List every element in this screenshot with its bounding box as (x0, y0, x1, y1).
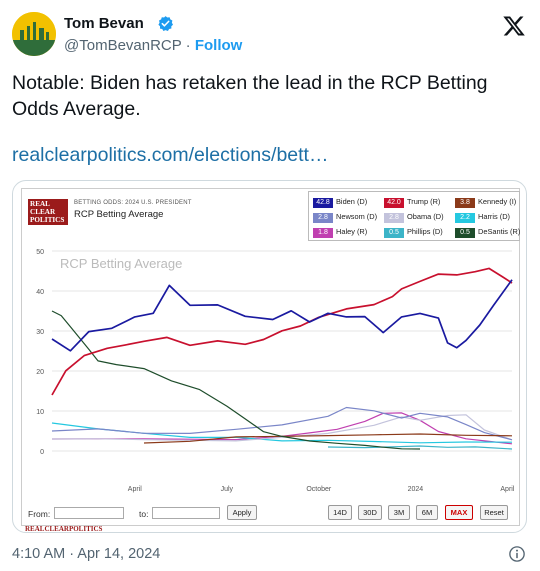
legend-value: 0.5 (455, 228, 475, 238)
x-tick-label: April (500, 486, 514, 493)
y-tick-label: 10 (36, 409, 44, 416)
series-line-phillips[interactable] (327, 445, 513, 450)
handle-row: @TomBevanRCP · Follow (64, 37, 242, 54)
line-chart: 0 10 20 30 40 50 RCP Betting Average April July O… (36, 249, 515, 493)
to-label: to: (139, 509, 149, 519)
legend-label: Trump (R) (407, 197, 441, 206)
y-tick-label: 30 (36, 329, 44, 336)
legend-value: 42.0 (384, 198, 404, 208)
legend-value: 2.8 (313, 213, 333, 223)
tweet-header: Tom Bevan @TomBevanRCP · Follow (12, 12, 528, 58)
tweet-timestamp[interactable]: 4:10 AM · Apr 14, 2024 (12, 546, 161, 562)
series-line-haley[interactable] (51, 412, 513, 445)
legend-label: DeSantis (R) (478, 227, 521, 236)
avatar[interactable] (12, 12, 56, 56)
follow-button[interactable]: Follow (194, 37, 243, 54)
apply-button[interactable]: Apply (227, 505, 257, 520)
legend-value: 1.8 (313, 228, 333, 238)
plot-area: 0 10 20 30 40 50 RCP Betting Average April July O… (22, 241, 519, 496)
y-tick-label: 0 (40, 449, 44, 456)
legend-item[interactable]: 2.8 Obama (D) (384, 212, 444, 223)
legend-value: 2.2 (455, 213, 475, 223)
x-logo-icon[interactable] (502, 14, 526, 38)
series-line-kennedy[interactable] (143, 433, 513, 444)
separator: · (185, 37, 191, 54)
from-label: From: (28, 509, 51, 519)
chart-legend: 42.8 Biden (D) 42.0 Trump (R) 3.8 Kennedy (I)… (308, 191, 520, 241)
legend-value: 3.8 (455, 198, 475, 208)
tweet-link[interactable]: realclearpolitics.com/elections/bett… (12, 144, 329, 166)
y-tick-label: 50 (36, 249, 44, 256)
series-line-trump[interactable] (51, 267, 513, 396)
chart-watermark-title: RCP Betting Average (60, 256, 182, 271)
author-name[interactable]: Tom Bevan (64, 15, 144, 32)
legend-item[interactable]: 0.5 Phillips (D) (384, 227, 443, 238)
chart-title: RCP Betting Average (74, 209, 164, 220)
legend-item[interactable]: 42.0 Trump (R) (384, 197, 440, 208)
range-3m-button[interactable]: 3M (388, 505, 410, 520)
media-card[interactable]: REAL CLEAR POLITICS BETTING ODDS: 2024 U… (12, 180, 527, 533)
y-tick-label: 20 (36, 369, 44, 376)
legend-value: 2.8 (384, 213, 404, 223)
x-tick-label: July (221, 486, 234, 493)
series-line-newsom[interactable] (51, 406, 513, 441)
x-tick-label: April (128, 486, 142, 493)
to-date-input[interactable] (152, 507, 220, 519)
legend-item[interactable]: 2.2 Harris (D) (455, 212, 510, 223)
legend-item[interactable]: 1.8 Haley (R) (313, 227, 367, 238)
tweet-text: Notable: Biden has retaken the lead in t… (12, 72, 488, 120)
chart-subtitle: BETTING ODDS: 2024 U.S. PRESIDENT (74, 200, 192, 206)
x-tick-label: October (306, 486, 332, 493)
x-tick-label: 2024 (408, 486, 424, 493)
y-tick-label: 40 (36, 289, 44, 296)
series-line-obama[interactable] (51, 414, 513, 442)
legend-label: Haley (R) (336, 227, 368, 236)
legend-label: Kennedy (I) (478, 197, 517, 206)
range-30d-button[interactable]: 30D (358, 505, 382, 520)
series-line-biden[interactable] (51, 279, 513, 352)
author-handle[interactable]: @TomBevanRCP (64, 37, 182, 54)
legend-item[interactable]: 3.8 Kennedy (I) (455, 197, 516, 208)
legend-item[interactable]: 2.8 Newsom (D) (313, 212, 377, 223)
info-icon[interactable] (508, 545, 526, 563)
from-date-input[interactable] (54, 507, 124, 519)
range-14d-button[interactable]: 14D (328, 505, 352, 520)
range-6m-button[interactable]: 6M (416, 505, 438, 520)
legend-value: 42.8 (313, 198, 333, 208)
series-line-desantis[interactable] (51, 310, 421, 450)
legend-value: 0.5 (384, 228, 404, 238)
reset-button[interactable]: Reset (480, 505, 508, 520)
rcp-footer-logo: REALCLEARPOLITICS (25, 525, 103, 533)
rcp-logo: REAL CLEAR POLITICS (28, 199, 68, 225)
legend-label: Obama (D) (407, 212, 444, 221)
legend-item[interactable]: 42.8 Biden (D) (313, 197, 367, 208)
chart-frame: REAL CLEAR POLITICS BETTING ODDS: 2024 U… (21, 188, 520, 526)
legend-label: Phillips (D) (407, 227, 443, 236)
legend-label: Harris (D) (478, 212, 511, 221)
range-max-button[interactable]: MAX (445, 505, 473, 520)
legend-item[interactable]: 0.5 DeSantis (R) (455, 227, 520, 238)
legend-label: Biden (D) (336, 197, 368, 206)
verified-badge-icon (158, 16, 174, 32)
legend-label: Newsom (D) (336, 212, 378, 221)
range-controls: From: to: Apply 14D 30D 3M 6M MAX Reset (22, 504, 519, 524)
